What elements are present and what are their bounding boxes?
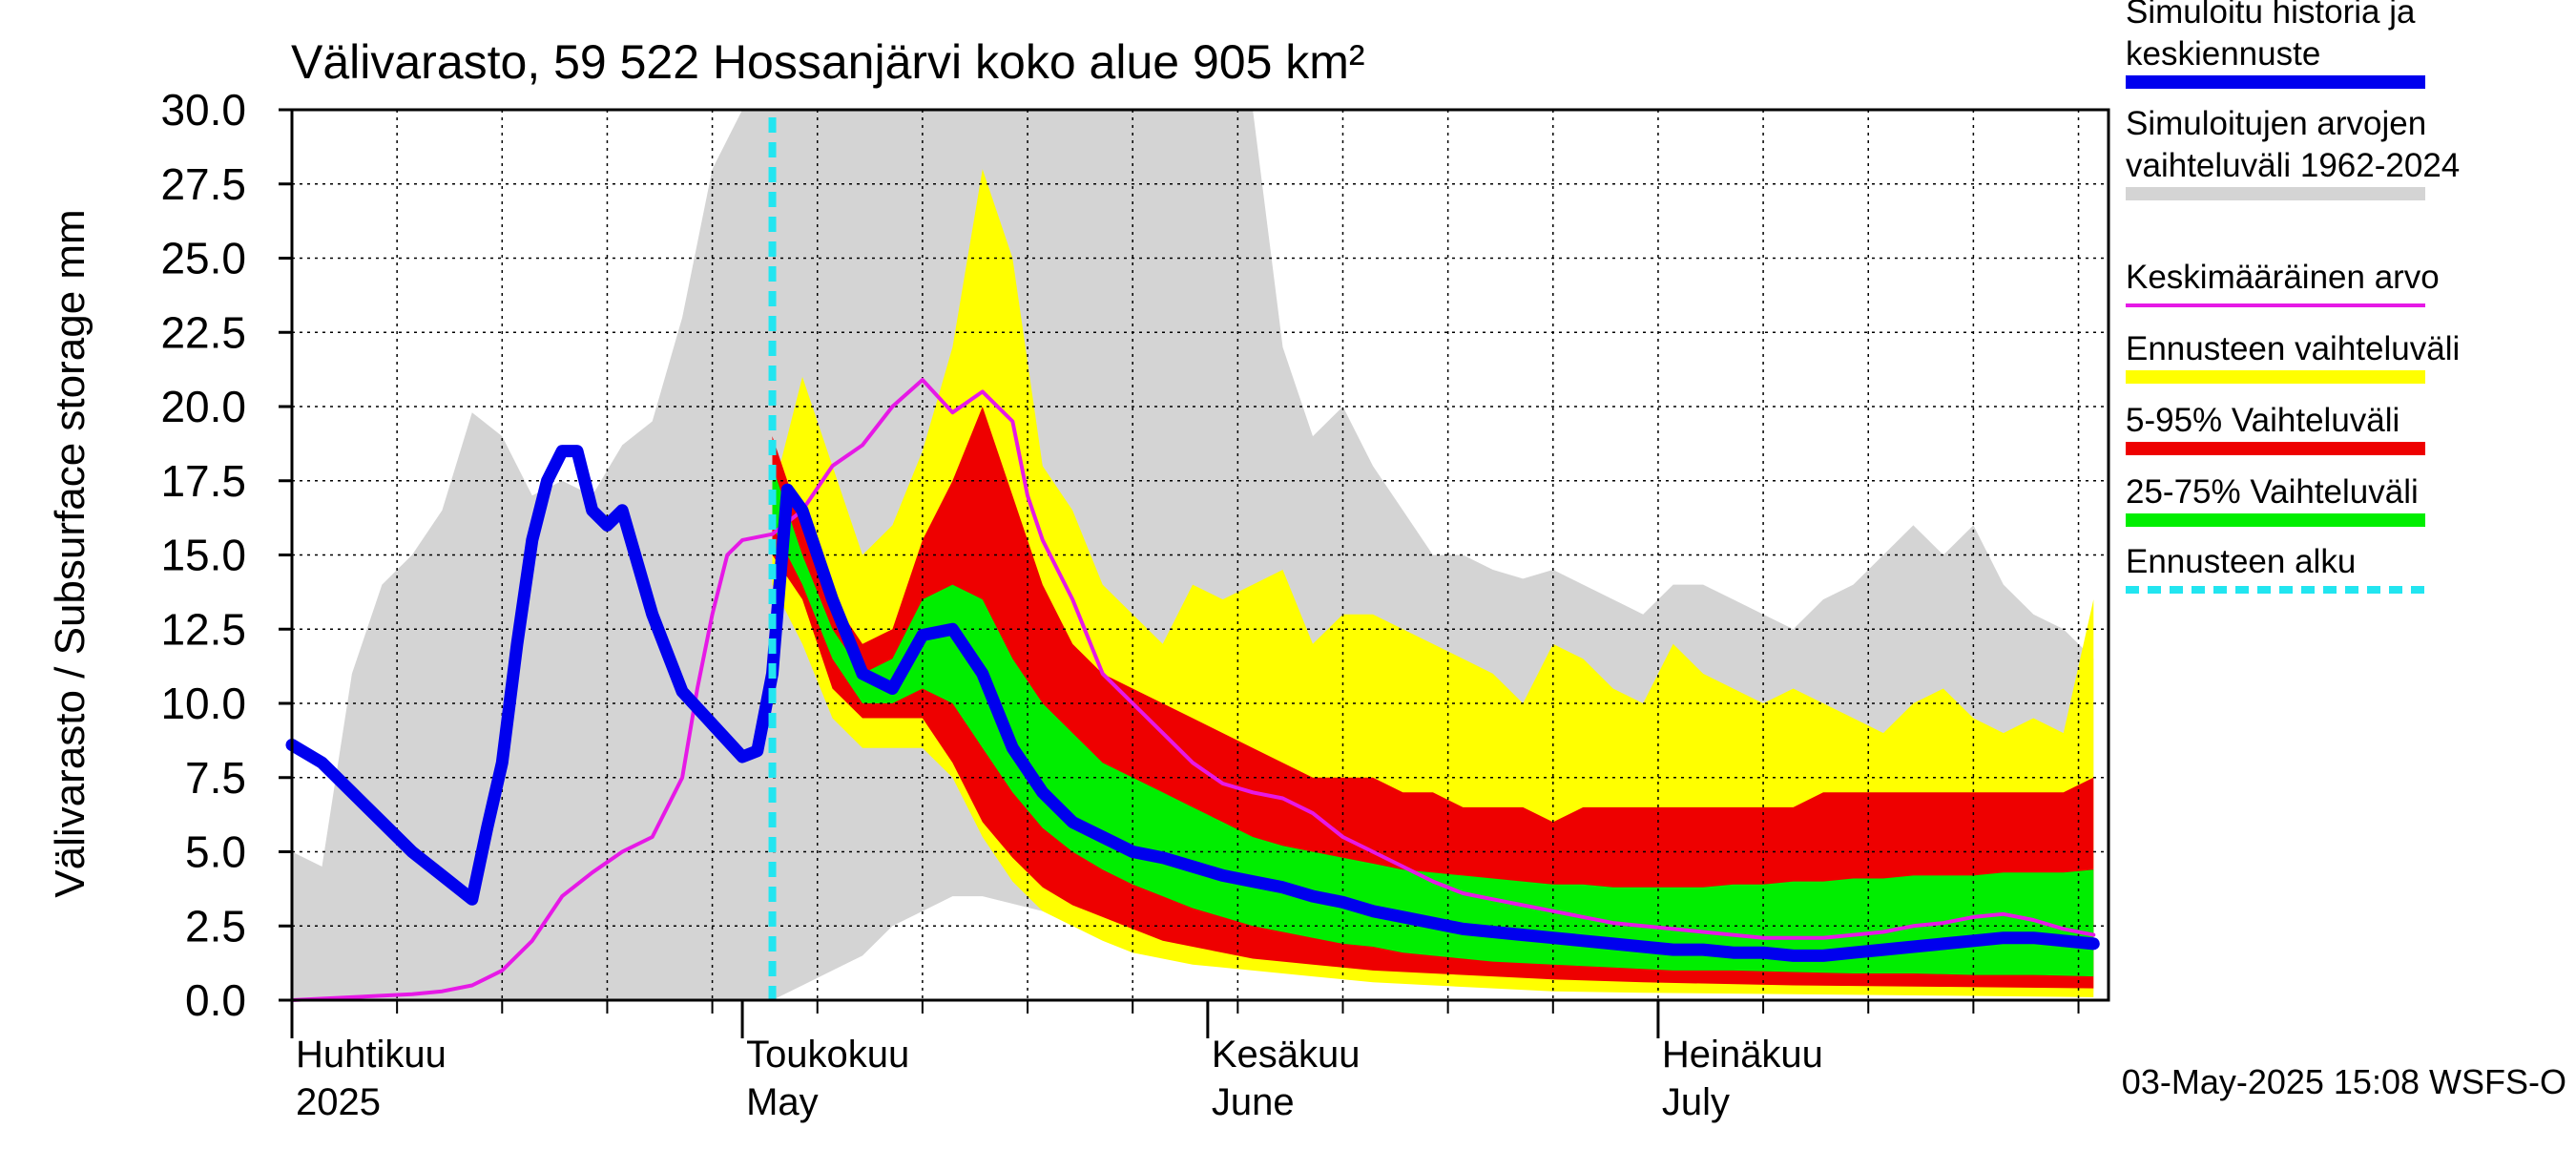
y-tick-label: 15.0 (160, 531, 246, 580)
legend-label: Ennusteen alku (2126, 543, 2356, 580)
simulated-history-forecast-line (285, 445, 2100, 962)
x-month-label-en: July (1662, 1081, 1730, 1123)
chart-title: Välivarasto, 59 522 Hossanjärvi koko alu… (291, 35, 1365, 89)
legend-label: Ennusteen vaihteluväli (2126, 330, 2460, 367)
y-axis-label: Välivarasto / Subsurface storage mm (47, 209, 93, 897)
mean-line (290, 378, 2096, 1002)
y-tick-label: 2.5 (185, 901, 246, 951)
y-tick-label: 20.0 (160, 382, 246, 431)
legend-label: 25-75% Vaihteluväli (2126, 473, 2419, 511)
x-month-label-fi: Huhtikuu (296, 1034, 447, 1076)
x-month-label-en: June (1212, 1081, 1295, 1123)
y-tick-label: 22.5 (160, 307, 246, 357)
legend-layer: Simuloitu historia ja keskiennuste Simuloi… (2126, 0, 2460, 594)
legend-label: 5-95% Vaihteluväli (2126, 402, 2399, 439)
y-tick-label: 5.0 (185, 827, 246, 877)
p25-75-band (772, 466, 2094, 977)
lines-layer (285, 117, 2100, 1002)
legend-label: Simuloitujen arvojen (2126, 105, 2426, 142)
y-tick-label: 17.5 (160, 456, 246, 506)
x-month-label-fi: Toukokuu (746, 1034, 909, 1076)
legend-label: vaihteluväli 1962-2024 (2126, 147, 2460, 184)
x-month-label-fi: Heinäkuu (1662, 1034, 1823, 1076)
y-tick-label: 12.5 (160, 604, 246, 654)
x-month-label-en: May (746, 1081, 819, 1123)
x-month-label-en: 2025 (296, 1081, 381, 1123)
x-month-label-fi: Kesäkuu (1212, 1034, 1361, 1076)
y-tick-label: 27.5 (160, 159, 246, 209)
legend-label: Simuloitu historia ja (2126, 0, 2416, 31)
legend-label: Keskimääräinen arvo (2126, 259, 2440, 296)
legend-label: keskiennuste (2126, 35, 2320, 73)
timestamp-label: 03-May-2025 15:08 WSFS-O (2122, 1062, 2566, 1101)
y-tick-label: 30.0 (160, 85, 246, 135)
y-tick-label: 25.0 (160, 234, 246, 283)
y-tick-label: 0.0 (185, 975, 246, 1025)
y-tick-label: 10.0 (160, 679, 246, 728)
y-tick-label: 7.5 (185, 753, 246, 803)
grid-layer (292, 110, 2109, 1000)
axes-layer: 0.0 2.5 5.0 7.5 10.0 12.5 15.0 17.5 20.0 22.5 25.0… (160, 85, 2110, 1123)
